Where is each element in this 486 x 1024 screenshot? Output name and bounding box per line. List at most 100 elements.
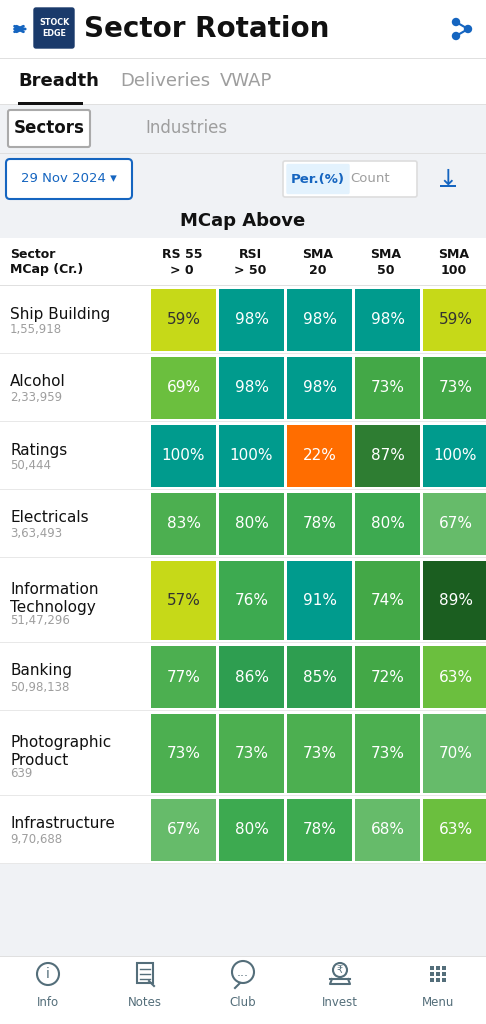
Bar xyxy=(151,357,216,419)
Text: 100%: 100% xyxy=(230,449,273,464)
Bar xyxy=(441,978,446,981)
Text: 80%: 80% xyxy=(235,822,268,838)
Text: SMA
20: SMA 20 xyxy=(302,248,333,276)
Text: 3,63,493: 3,63,493 xyxy=(10,527,62,541)
FancyBboxPatch shape xyxy=(287,165,349,194)
Text: 89%: 89% xyxy=(438,593,472,608)
FancyBboxPatch shape xyxy=(8,110,90,147)
Text: i: i xyxy=(46,967,50,981)
Bar xyxy=(0,0,486,58)
Text: 80%: 80% xyxy=(235,516,268,531)
Text: 29 Nov 2024 ▾: 29 Nov 2024 ▾ xyxy=(21,172,117,185)
Text: Club: Club xyxy=(230,995,256,1009)
Bar xyxy=(287,714,352,793)
Text: 50,98,138: 50,98,138 xyxy=(10,681,69,693)
Text: 78%: 78% xyxy=(303,822,336,838)
Text: 78%: 78% xyxy=(303,516,336,531)
Text: 98%: 98% xyxy=(302,381,336,395)
Text: 73%: 73% xyxy=(370,746,404,761)
Text: 73%: 73% xyxy=(235,746,268,761)
Bar xyxy=(18,102,83,105)
Bar xyxy=(0,204,486,238)
Text: 77%: 77% xyxy=(167,670,200,684)
Text: STOCK
EDGE: STOCK EDGE xyxy=(39,18,69,38)
Bar xyxy=(435,978,439,981)
Text: Breadth: Breadth xyxy=(18,72,99,90)
Text: 73%: 73% xyxy=(438,381,472,395)
Text: 76%: 76% xyxy=(235,593,268,608)
Bar xyxy=(287,493,352,555)
FancyBboxPatch shape xyxy=(283,161,417,197)
Text: 87%: 87% xyxy=(370,449,404,464)
Text: RS 55
> 0: RS 55 > 0 xyxy=(162,248,202,276)
Bar xyxy=(423,289,486,351)
Bar xyxy=(355,493,420,555)
Text: SMA
50: SMA 50 xyxy=(370,248,401,276)
Text: 639: 639 xyxy=(10,767,33,780)
Bar xyxy=(0,490,486,558)
Bar xyxy=(0,643,486,711)
Text: 100%: 100% xyxy=(434,449,477,464)
Bar xyxy=(355,289,420,351)
Bar xyxy=(355,425,420,487)
Text: ↓: ↓ xyxy=(439,169,457,189)
Text: 51,47,296: 51,47,296 xyxy=(10,614,70,627)
Bar xyxy=(287,425,352,487)
Bar xyxy=(287,646,352,708)
Text: 74%: 74% xyxy=(370,593,404,608)
Text: Banking: Banking xyxy=(10,664,72,679)
Text: 70%: 70% xyxy=(438,746,472,761)
Bar xyxy=(0,796,486,864)
Text: 63%: 63% xyxy=(438,670,472,684)
Circle shape xyxy=(452,18,459,26)
Bar xyxy=(423,561,486,640)
Bar xyxy=(423,799,486,861)
Bar xyxy=(430,978,434,981)
Text: 86%: 86% xyxy=(235,670,268,684)
Text: Information
Technology: Information Technology xyxy=(10,582,99,615)
Text: 22%: 22% xyxy=(303,449,336,464)
Bar xyxy=(151,646,216,708)
Text: Info: Info xyxy=(37,995,59,1009)
Bar xyxy=(430,966,434,970)
Bar xyxy=(287,289,352,351)
Bar xyxy=(219,425,284,487)
Text: 72%: 72% xyxy=(370,670,404,684)
Bar xyxy=(151,425,216,487)
Text: SMA
100: SMA 100 xyxy=(438,248,469,276)
Text: Ship Building: Ship Building xyxy=(10,306,110,322)
Text: 83%: 83% xyxy=(167,516,201,531)
Bar xyxy=(440,185,456,187)
Text: VWAP: VWAP xyxy=(220,72,272,90)
Text: 85%: 85% xyxy=(303,670,336,684)
Bar xyxy=(219,357,284,419)
Text: Notes: Notes xyxy=(128,995,162,1009)
Text: 98%: 98% xyxy=(235,381,268,395)
Bar xyxy=(287,561,352,640)
Circle shape xyxy=(465,26,471,33)
Text: 67%: 67% xyxy=(167,822,201,838)
Text: Industries: Industries xyxy=(145,119,227,137)
Text: RSI
> 50: RSI > 50 xyxy=(234,248,266,276)
Bar xyxy=(355,357,420,419)
Bar xyxy=(219,289,284,351)
Bar xyxy=(0,59,486,104)
Bar xyxy=(219,646,284,708)
Bar xyxy=(423,714,486,793)
Bar xyxy=(0,354,486,422)
Bar xyxy=(219,799,284,861)
Text: ...: ... xyxy=(237,966,249,979)
Text: Alcohol: Alcohol xyxy=(10,375,66,389)
Text: 68%: 68% xyxy=(370,822,404,838)
Text: Per.(%): Per.(%) xyxy=(291,172,345,185)
Text: 50,444: 50,444 xyxy=(10,460,51,472)
Text: Count: Count xyxy=(350,172,390,185)
Text: 57%: 57% xyxy=(167,593,200,608)
Bar xyxy=(355,561,420,640)
Bar xyxy=(151,561,216,640)
FancyBboxPatch shape xyxy=(34,8,74,48)
Bar xyxy=(441,966,446,970)
Bar xyxy=(441,972,446,976)
Bar xyxy=(287,357,352,419)
Bar xyxy=(0,558,486,643)
